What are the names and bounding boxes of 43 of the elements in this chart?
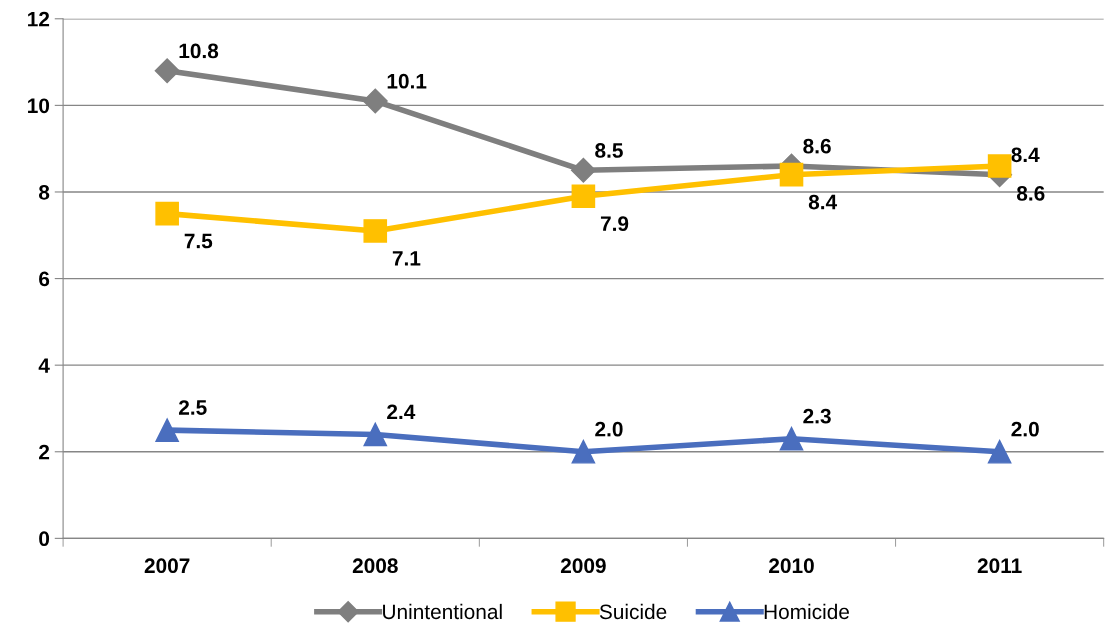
x-tick-label: 2011 [977, 558, 1022, 574]
point [987, 439, 1012, 464]
data-label: 8.4 [1011, 147, 1040, 163]
data-label: 7.1 [392, 251, 421, 266]
x-tick-label: 2007 [144, 558, 190, 574]
point [779, 426, 804, 451]
data-label: 10.1 [387, 73, 427, 89]
point [362, 88, 388, 114]
point [154, 58, 180, 84]
data-label: 2.4 [387, 404, 416, 420]
point [363, 219, 388, 243]
y-tick-label: 10 [28, 98, 50, 114]
legend-label: Unintentional [383, 603, 502, 620]
data-label: 2.3 [803, 408, 831, 424]
x-tick-label: 2008 [352, 558, 398, 574]
point [155, 201, 179, 226]
data-label: 7.5 [184, 233, 213, 249]
y-tick-label: 2 [39, 444, 50, 460]
point [570, 157, 596, 183]
legend-label: Homicide [764, 603, 849, 620]
point [571, 184, 596, 209]
data-label: 8.6 [1016, 185, 1045, 201]
data-label: 8.5 [595, 143, 623, 158]
y-tick-label: 4 [38, 358, 50, 373]
x-tick-label: 2009 [560, 558, 606, 574]
y-tick-label: 8 [38, 184, 50, 200]
data-label: 10.8 [179, 43, 219, 59]
data-label: 2.0 [1011, 421, 1039, 437]
point [155, 418, 179, 442]
data-label: 8.4 [808, 194, 838, 210]
point [987, 154, 1012, 178]
y-tick-label: 12 [28, 11, 50, 27]
data-label: 8.6 [803, 138, 831, 154]
point [779, 162, 804, 187]
y-tick-label: 0 [39, 531, 50, 547]
legend-label: Suicide [599, 603, 667, 620]
x-tick-label: 2010 [769, 558, 814, 574]
data-label: 2.5 [178, 400, 207, 415]
data-label: 2.0 [595, 421, 623, 437]
point [571, 439, 596, 464]
point [363, 422, 388, 447]
data-label: 7.9 [600, 216, 629, 232]
y-tick-label: 6 [39, 271, 50, 287]
